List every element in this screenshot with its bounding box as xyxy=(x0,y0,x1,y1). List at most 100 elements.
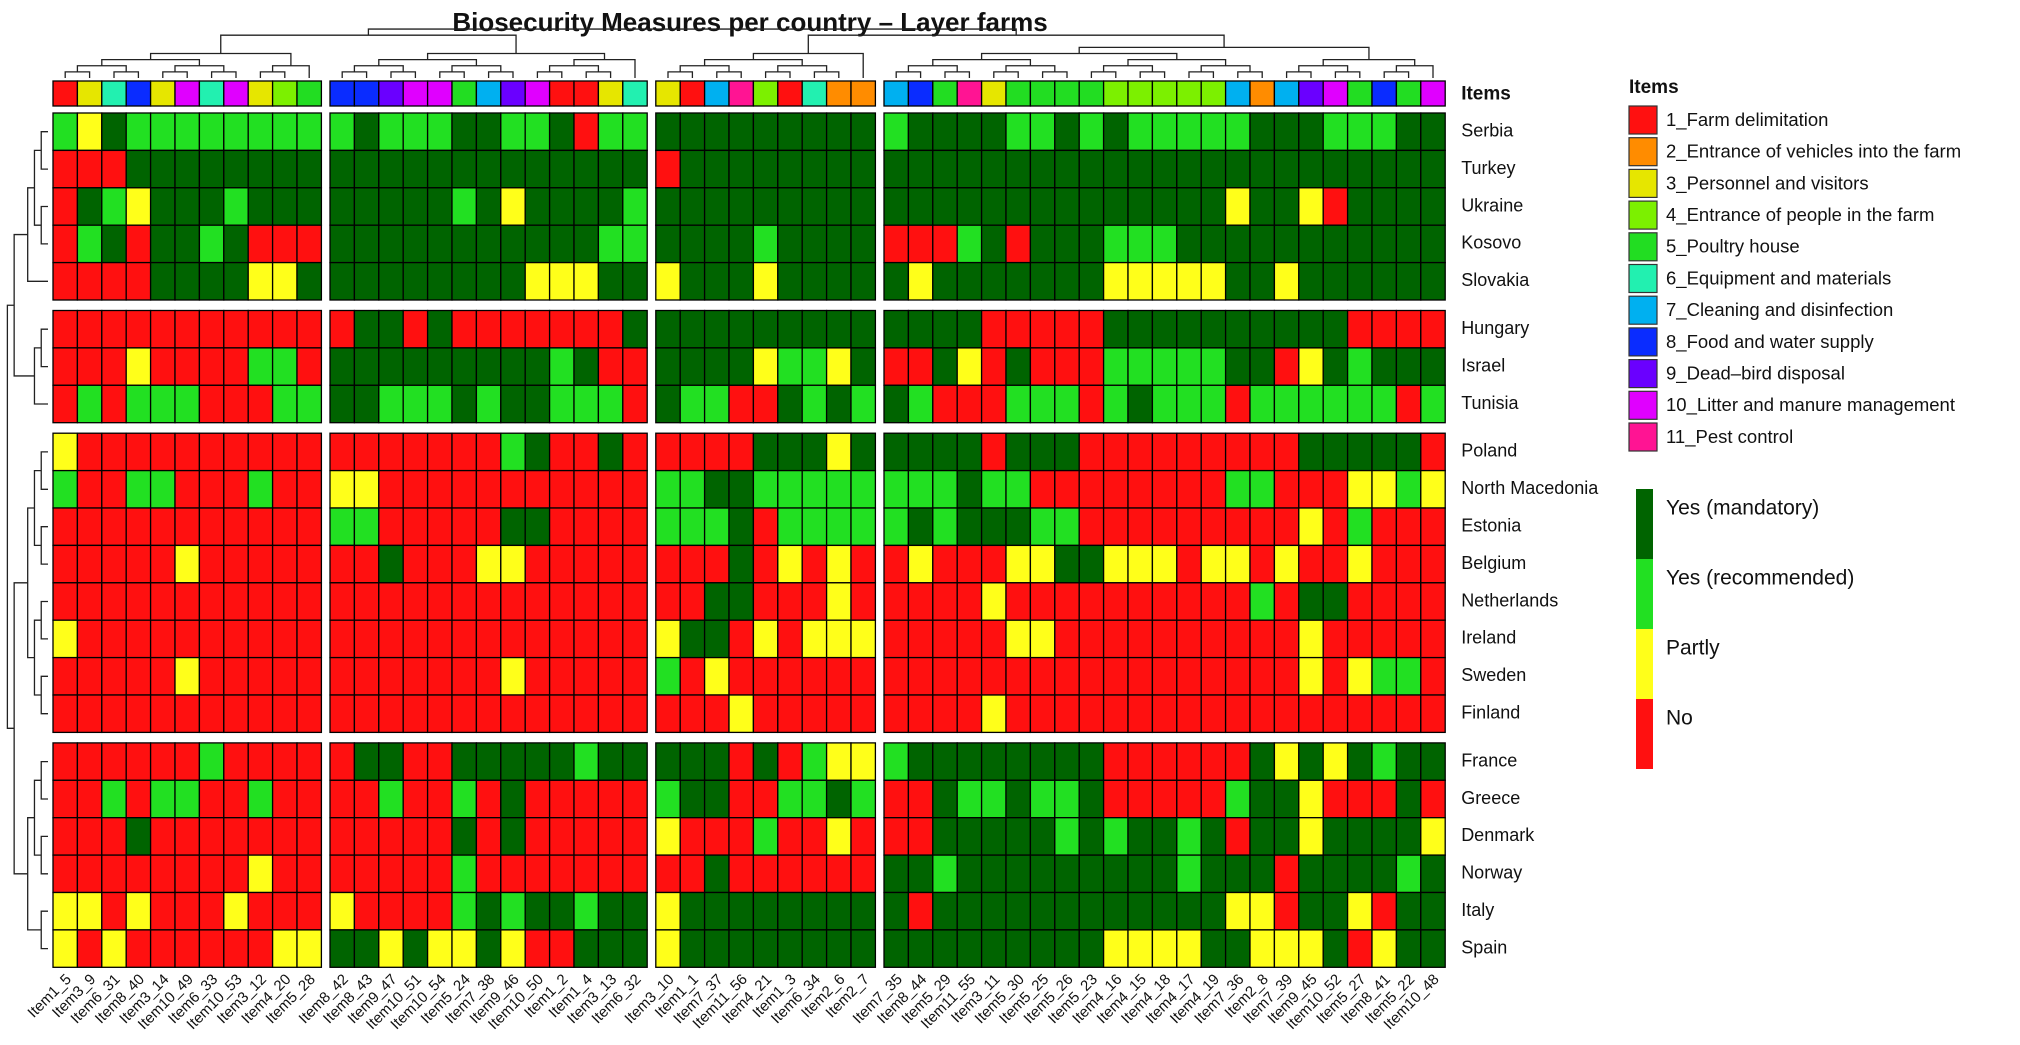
dendrogram-branch xyxy=(353,65,404,72)
heatmap-cell xyxy=(451,817,478,856)
heatmap-cell xyxy=(1371,347,1398,386)
heatmap-cell xyxy=(174,891,201,931)
heatmap-cell xyxy=(932,929,958,968)
heatmap-cell xyxy=(198,309,225,349)
dendrogram-branch xyxy=(27,817,42,931)
heatmap-cell xyxy=(500,187,526,226)
dendrogram-branch xyxy=(807,34,1225,54)
heatmap-cell xyxy=(402,817,429,856)
heatmap-cell xyxy=(1200,694,1227,734)
heatmap-cell xyxy=(426,619,453,659)
heatmap-cell xyxy=(777,582,803,621)
heatmap-cell xyxy=(1346,187,1373,226)
row-label: Estonia xyxy=(1461,515,1522,535)
heatmap-cell xyxy=(1346,742,1373,781)
heatmap-cell xyxy=(1200,261,1227,301)
heatmap-cell xyxy=(728,582,755,621)
heatmap-cell xyxy=(1273,507,1300,547)
heatmap-cell xyxy=(426,817,453,856)
heatmap-cell xyxy=(752,619,779,659)
heatmap-cell xyxy=(728,929,755,968)
heatmap-cell xyxy=(703,149,730,189)
heatmap-cell xyxy=(573,469,600,509)
heatmap-cell xyxy=(597,817,624,856)
heatmap-cell xyxy=(1029,507,1056,547)
heatmap-cell xyxy=(451,261,478,301)
heatmap-cell xyxy=(247,544,274,584)
heatmap-cell xyxy=(271,742,298,781)
heatmap-cell xyxy=(548,112,575,152)
heatmap-cell xyxy=(825,261,852,301)
heatmap-cell xyxy=(1273,432,1300,472)
heatmap-cell xyxy=(1200,149,1227,189)
heatmap-cell xyxy=(500,224,526,264)
heatmap-cell xyxy=(1273,469,1300,509)
heatmap-cell xyxy=(777,261,803,301)
heatmap-cell xyxy=(777,347,803,386)
heatmap-cell xyxy=(679,507,706,547)
heatmap-cell xyxy=(101,224,127,264)
items-legend-swatch xyxy=(1628,105,1658,135)
heatmap-cell xyxy=(1249,656,1276,696)
heatmap-cell xyxy=(451,384,478,424)
heatmap-cell xyxy=(703,384,730,424)
item-category-cell xyxy=(752,80,779,107)
heatmap-cell xyxy=(1127,149,1154,189)
heatmap-cell xyxy=(850,384,877,424)
heatmap-cell xyxy=(125,582,152,621)
heatmap-cell xyxy=(52,656,79,696)
items-legend-swatch xyxy=(1628,295,1658,325)
heatmap-cell xyxy=(1005,854,1032,894)
heatmap-cell xyxy=(1273,817,1300,856)
heatmap-cell xyxy=(1005,261,1032,301)
heatmap-cell xyxy=(1078,347,1105,386)
heatmap-cell xyxy=(1273,742,1300,781)
heatmap-cell xyxy=(402,544,429,584)
heatmap-cell xyxy=(1395,891,1422,931)
heatmap-cell xyxy=(1224,309,1251,349)
heatmap-cell xyxy=(1005,742,1032,781)
heatmap-cell xyxy=(1224,656,1251,696)
heatmap-cell xyxy=(548,261,575,301)
heatmap-cell xyxy=(426,187,453,226)
heatmap-cell xyxy=(1005,112,1032,152)
heatmap-cell xyxy=(752,149,779,189)
heatmap-cell xyxy=(353,112,380,152)
heatmap-cell xyxy=(1224,384,1251,424)
heatmap-cell xyxy=(679,929,706,968)
heatmap-cell xyxy=(524,309,551,349)
heatmap-cell xyxy=(1029,619,1056,659)
heatmap-cell xyxy=(1176,507,1202,547)
item-category-cell xyxy=(655,80,681,107)
item-category-cell xyxy=(777,80,803,107)
heatmap-cell xyxy=(52,779,79,819)
heatmap-cell xyxy=(52,224,79,264)
heatmap-cell xyxy=(825,347,852,386)
item-category-cell xyxy=(353,80,380,107)
heatmap-cell xyxy=(1029,929,1056,968)
heatmap-cell xyxy=(703,694,730,734)
heatmap-cell xyxy=(825,854,852,894)
heatmap-cell xyxy=(1273,309,1300,349)
heatmap-cell xyxy=(1078,544,1105,584)
heatmap-cell xyxy=(825,224,852,264)
heatmap-cell xyxy=(1273,854,1300,894)
heatmap-cell xyxy=(907,384,934,424)
heatmap-cell xyxy=(1346,544,1373,584)
heatmap-cell xyxy=(1346,656,1373,696)
dendrogram-branch xyxy=(33,347,48,405)
heatmap-cell xyxy=(329,656,356,696)
heatmap-cell xyxy=(703,656,730,696)
heatmap-cell xyxy=(883,544,910,584)
heatmap-cell xyxy=(1420,384,1446,424)
heatmap-cell xyxy=(679,544,706,584)
row-label: Poland xyxy=(1461,441,1517,461)
heatmap-cell xyxy=(524,469,551,509)
heatmap-cell xyxy=(149,112,176,152)
heatmap-cell xyxy=(378,854,404,894)
heatmap-cell xyxy=(801,384,828,424)
heatmap-cell xyxy=(524,656,551,696)
heatmap-cell xyxy=(655,694,681,734)
heatmap-cell xyxy=(1127,347,1154,386)
heatmap-cell xyxy=(101,694,127,734)
